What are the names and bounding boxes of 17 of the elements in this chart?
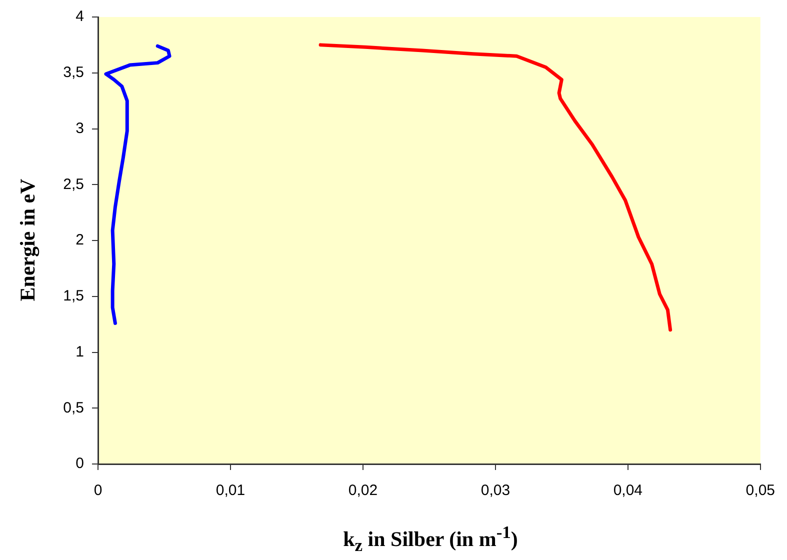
y-tick-label: 0 <box>76 455 84 472</box>
y-tick-label: 1,5 <box>63 288 84 305</box>
x-tick-label: 0,04 <box>613 482 643 500</box>
y-tick-label: 2,5 <box>63 176 84 193</box>
y-tick-label: 3,5 <box>63 64 84 82</box>
y-tick-label: 3 <box>76 120 84 137</box>
x-axis-title: k$_{z}$ in Silber (in m$^{-1}$) <box>342 522 519 556</box>
x-tick-label: 0,03 <box>480 482 510 500</box>
y-tick-label: 1 <box>76 343 84 360</box>
x-tick-label: 0,05 <box>746 482 776 500</box>
x-tick-label: 0 <box>94 482 102 500</box>
y-tick-label: 4 <box>76 8 84 26</box>
y-tick-label: 2 <box>76 232 84 249</box>
y-axis-title: Energie in eV <box>16 178 40 302</box>
y-tick-label: 0,5 <box>63 399 84 416</box>
x-tick-label: 0,02 <box>348 482 378 500</box>
x-tick-label: 0,01 <box>216 482 246 500</box>
